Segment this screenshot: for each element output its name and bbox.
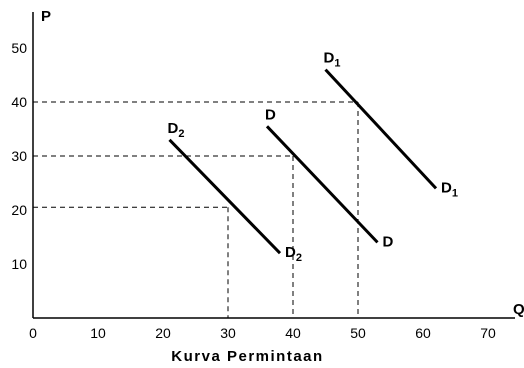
demand-curve-d2 [168, 138, 282, 255]
demand-curve-d2-label: D2 [285, 244, 302, 264]
x-axis-label: Q [513, 301, 524, 318]
demand-curve-d1-label: D1 [441, 179, 458, 199]
x-tick-label: 40 [285, 325, 301, 341]
demand-curves: D2 D2 D D D1 D1 [168, 50, 458, 265]
x-tick-label: 20 [155, 325, 171, 341]
y-tick-label: 10 [11, 256, 27, 272]
x-tick-label: 70 [480, 325, 496, 341]
y-tick-label: 30 [11, 148, 27, 164]
demand-curve-d [265, 125, 379, 244]
demand-curve-d1-subscript: 1 [334, 58, 340, 70]
demand-curve-d1 [324, 68, 438, 190]
reference-lines [33, 101, 359, 318]
y-tick-label: 20 [11, 202, 27, 218]
demand-curve-d-label: D [265, 106, 276, 123]
x-tick-label: 50 [350, 325, 366, 341]
y-tick-label: 40 [11, 94, 27, 110]
demand-curve-d-label: D [383, 233, 394, 250]
x-tick-label: 0 [29, 325, 37, 341]
demand-curve-d1-subscript: 1 [452, 187, 458, 199]
y-axis-label: P [41, 8, 51, 25]
tick-labels: 0 10 20 30 40 50 60 70 10 20 30 40 50 [11, 40, 496, 341]
demand-curve-d2-label: D2 [168, 120, 185, 140]
x-tick-label: 30 [220, 325, 236, 341]
x-tick-label: 60 [415, 325, 431, 341]
y-tick-label: 50 [11, 40, 27, 56]
x-tick-label: 10 [90, 325, 106, 341]
demand-curve-d1-label: D1 [324, 50, 341, 70]
chart-title: Kurva Permintaan [171, 348, 323, 365]
demand-curve-d2-subscript: 2 [296, 252, 302, 264]
demand-curve-d2-subscript: 2 [178, 128, 184, 140]
